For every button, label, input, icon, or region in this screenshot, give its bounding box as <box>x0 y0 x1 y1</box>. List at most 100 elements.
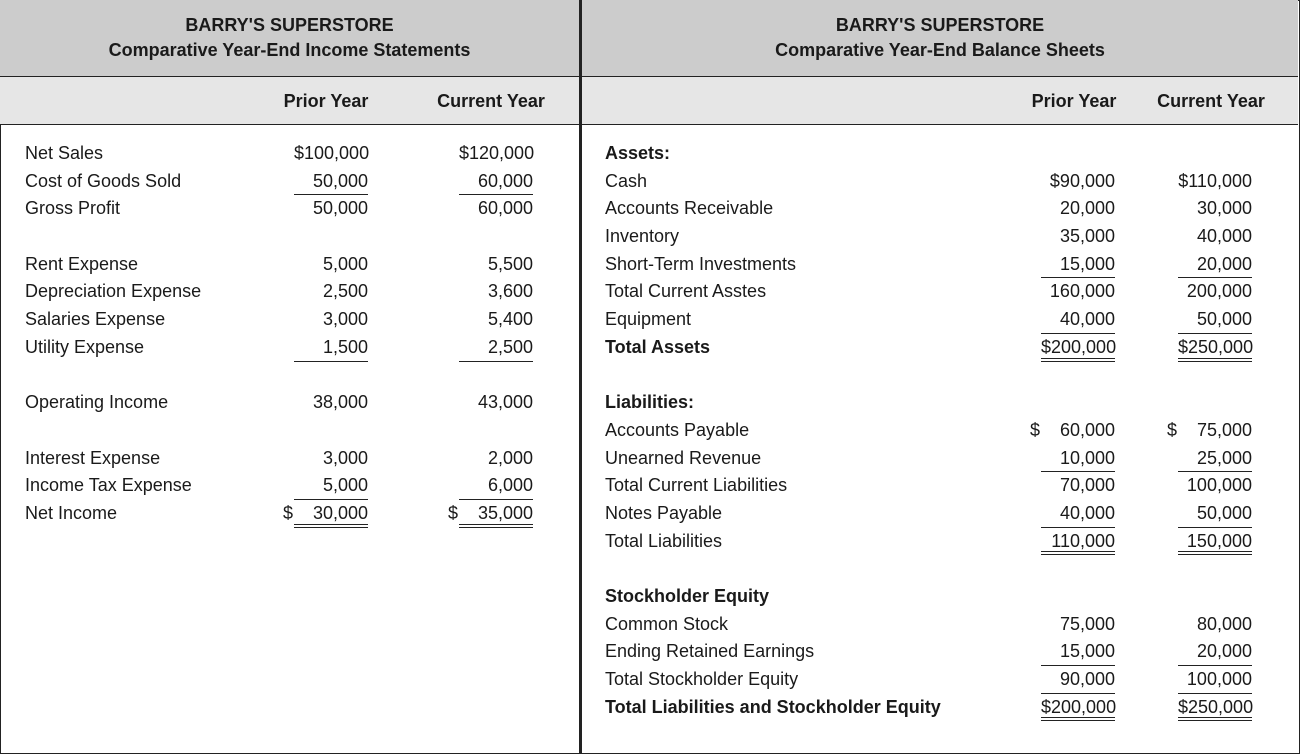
table-row: Total Stockholder Equity 90,000 100,000 <box>582 666 1298 694</box>
value-prior: 75,000 <box>1059 613 1115 634</box>
value-current: 2,000 <box>487 447 533 468</box>
row-label: Inventory <box>605 226 680 247</box>
value-prior: 5,000 <box>322 253 368 274</box>
table-row: Assets: <box>582 140 1298 168</box>
value-current: 50,000 <box>1178 306 1252 334</box>
table-row: Net Income $30,000 $35,000 <box>0 500 579 528</box>
value-prior: 50,000 <box>312 198 368 219</box>
row-label: Short-Term Investments <box>605 253 797 274</box>
value-current <box>1178 362 1252 390</box>
value-prior <box>294 417 368 445</box>
value-current: 80,000 <box>1196 613 1252 634</box>
row-label: Total Assets <box>605 336 711 357</box>
table-row: Total Current Asstes 160,000 200,000 <box>582 278 1298 306</box>
value-current <box>1178 555 1252 583</box>
value-current: 2,500 <box>459 334 533 362</box>
value-current: 200,000 <box>1186 281 1252 302</box>
balance-sheet-panel: BARRY'S SUPERSTORE Comparative Year-End … <box>582 0 1298 752</box>
value-prior <box>1041 389 1115 417</box>
value-current: 100,000 <box>1178 666 1252 694</box>
income-statement-panel: BARRY'S SUPERSTORE Comparative Year-End … <box>0 0 579 752</box>
row-label: Rent Expense <box>25 253 139 274</box>
value-prior: 15,000 <box>1041 251 1115 279</box>
value-prior: 3,000 <box>322 309 368 330</box>
row-label: Ending Retained Earnings <box>605 641 815 662</box>
table-row: Income Tax Expense 5,000 6,000 <box>0 472 579 500</box>
column-header-current-year: Current Year <box>1157 91 1265 111</box>
column-headers: Prior Year Current Year <box>0 77 579 125</box>
table-row: Unearned Revenue 10,000 25,000 <box>582 445 1298 473</box>
amount: 75,000 <box>1196 419 1252 440</box>
row-label: Income Tax Expense <box>25 475 192 496</box>
value-current <box>459 417 533 445</box>
table-row: Cost of Goods Sold 50,000 60,000 <box>0 168 579 196</box>
value-prior <box>1041 583 1115 611</box>
value-prior: 10,000 <box>1041 445 1115 473</box>
spacer-row <box>582 555 1298 583</box>
table-row: Stockholder Equity <box>582 583 1298 611</box>
value-prior: 90,000 <box>1041 666 1115 694</box>
value-prior: 5,000 <box>294 472 368 500</box>
value-prior <box>1041 362 1115 390</box>
dollar-sign: $ <box>1030 419 1041 440</box>
table-row: Liabilities: <box>582 389 1298 417</box>
table-row: Total Liabilities and Stockholder Equity… <box>582 694 1298 722</box>
column-header-prior-year: Prior Year <box>283 91 369 111</box>
value-prior: 40,000 <box>1041 500 1115 528</box>
value-prior: 70,000 <box>1059 475 1115 496</box>
value-prior: $60,000 <box>1030 417 1115 445</box>
row-label: Liabilities: <box>605 392 695 413</box>
balance-sheet-header: BARRY'S SUPERSTORE Comparative Year-End … <box>582 0 1298 77</box>
dollar-sign: $ <box>448 502 459 523</box>
dollar-sign: $ <box>1167 419 1178 440</box>
value-current: $250,000 <box>1178 694 1253 722</box>
value-current: $110,000 <box>1178 170 1252 191</box>
row-label: Accounts Receivable <box>605 198 774 219</box>
value-current: 20,000 <box>1178 251 1252 279</box>
row-label: Cash <box>605 170 648 191</box>
table-row: Inventory 35,000 40,000 <box>582 223 1298 251</box>
value-current: 30,000 <box>1196 198 1252 219</box>
row-label: Interest Expense <box>25 447 161 468</box>
value-current: 50,000 <box>1178 500 1252 528</box>
spacer-row <box>0 362 579 390</box>
value-current: 5,500 <box>487 253 533 274</box>
table-row: Cash $90,000 $110,000 <box>582 168 1298 196</box>
statement-title: Comparative Year-End Income Statements <box>108 40 471 60</box>
row-label: Gross Profit <box>25 198 121 219</box>
table-row: Rent Expense 5,000 5,500 <box>0 251 579 279</box>
value-prior: 35,000 <box>1059 226 1115 247</box>
row-label: Total Stockholder Equity <box>605 669 799 690</box>
table-row: Gross Profit 50,000 60,000 <box>0 195 579 223</box>
value-current: 43,000 <box>477 392 533 413</box>
column-headers: Prior Year Current Year <box>582 77 1298 125</box>
value-current: $35,000 <box>448 500 533 528</box>
table-row: Total Liabilities 110,000 150,000 <box>582 528 1298 556</box>
row-label: Total Current Liabilities <box>605 475 788 496</box>
panel-divider <box>579 0 582 754</box>
row-label: Unearned Revenue <box>605 447 762 468</box>
value-prior <box>294 223 368 251</box>
row-label: Salaries Expense <box>25 309 166 330</box>
value-prior: $100,000 <box>294 143 370 163</box>
value-current: 20,000 <box>1178 638 1252 667</box>
income-statement-header: BARRY'S SUPERSTORE Comparative Year-End … <box>0 0 579 77</box>
spacer-row <box>0 223 579 251</box>
value-current: 150,000 <box>1178 528 1252 556</box>
value-current <box>1178 583 1252 611</box>
value-current: 100,000 <box>1186 475 1252 496</box>
value-prior: $200,000 <box>1041 334 1116 362</box>
value-prior: 3,000 <box>322 447 368 468</box>
balance-sheet-rows: Assets: Cash $90,000 $110,000 Accounts Recei… <box>582 140 1298 722</box>
table-row: Accounts Receivable 20,000 30,000 <box>582 195 1298 223</box>
value-prior: 110,000 <box>1041 528 1115 556</box>
value-current: 5,400 <box>487 309 533 330</box>
value-current: 25,000 <box>1178 445 1252 473</box>
value-current <box>1178 389 1252 417</box>
row-label: Total Liabilities <box>605 530 723 551</box>
value-current <box>1178 140 1252 168</box>
table-row: Interest Expense 3,000 2,000 <box>0 445 579 473</box>
value-prior: 38,000 <box>312 392 368 413</box>
value-prior: 15,000 <box>1041 638 1115 667</box>
value-current: $250,000 <box>1178 334 1253 362</box>
